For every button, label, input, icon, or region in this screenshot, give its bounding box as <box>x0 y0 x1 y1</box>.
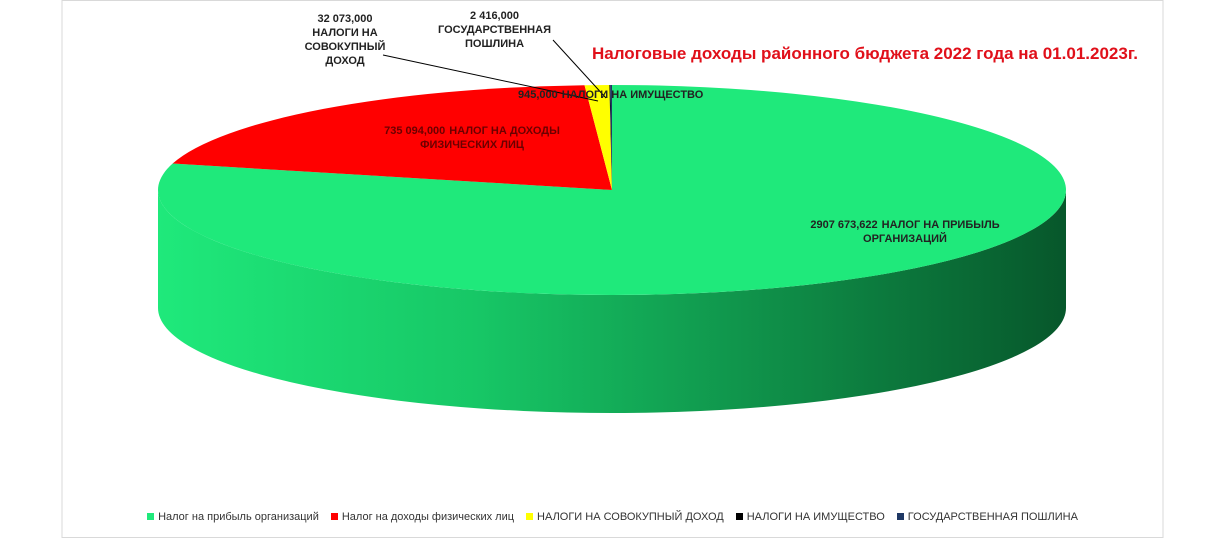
legend-swatch <box>330 513 338 520</box>
data-label-value: 945,000 <box>518 89 558 101</box>
legend-label: НАЛОГИ НА ИМУЩЕСТВО <box>746 511 885 523</box>
pie-slice-side <box>158 190 1066 413</box>
legend-swatch <box>526 513 534 520</box>
data-label-value: 32 073,000 <box>317 13 373 25</box>
data-label: 735 094,000 НАЛОГ НА ДОХОДЫ ФИЗИЧЕСКИХ ЛИ… <box>372 124 572 152</box>
data-label-name: НАЛОГ НА ДОХОДЫ ФИЗИЧЕСКИХ ЛИЦ <box>420 125 560 151</box>
chart-border <box>61 0 1164 538</box>
legend-label: НАЛОГИ НА СОВОКУПНЫЙ ДОХОД <box>537 511 724 523</box>
pie-slice <box>584 85 612 190</box>
data-label: 945,000 НАЛОГИ НА ИМУЩЕСТВО <box>518 88 718 102</box>
data-label-name: НАЛОГИ НА ИМУЩЕСТВО <box>561 89 704 101</box>
chart-title: Налоговые доходы районного бюджета 2022 … <box>592 44 1138 63</box>
legend-swatch <box>735 513 743 520</box>
pie-slice <box>609 85 612 190</box>
pie-slice <box>610 85 612 190</box>
leader-line <box>552 39 607 99</box>
legend-item: ГОСУДАРСТВЕННАЯ ПОШЛИНА <box>896 511 1078 523</box>
data-label-name: ГОСУДАРСТВЕННАЯ ПОШЛИНА <box>438 24 551 50</box>
legend-item: Налог на доходы физических лиц <box>330 511 515 523</box>
leader-line <box>382 54 599 102</box>
data-label-value: 735 094,000 <box>384 125 446 137</box>
legend: Налог на прибыль организаций Налог на дох… <box>0 511 1225 523</box>
legend-item: НАЛОГИ НА ИМУЩЕСТВО <box>735 511 885 523</box>
data-label-value: 2907 673,622 <box>810 219 878 231</box>
legend-swatch <box>896 513 904 520</box>
legend-item: Налог на прибыль организаций <box>147 511 319 523</box>
data-label: 2 416,000 ГОСУДАРСТВЕННАЯ ПОШЛИНА <box>432 9 557 51</box>
legend-swatch <box>147 513 155 520</box>
pie-slice <box>172 85 612 190</box>
legend-label: ГОСУДАРСТВЕННАЯ ПОШЛИНА <box>907 511 1078 523</box>
legend-label: Налог на прибыль организаций <box>158 511 319 523</box>
data-label-value: 2 416,000 <box>470 10 519 22</box>
data-label: 2907 673,622 НАЛОГ НА ПРИБЫЛЬ ОРГАНИЗАЦИЙ <box>790 218 1020 246</box>
data-label-name: НАЛОГИ НА СОВОКУПНЫЙ ДОХОД <box>304 27 386 67</box>
data-label: 32 073,000 НАЛОГИ НА СОВОКУПНЫЙ ДОХОД <box>290 12 400 68</box>
legend-label: Налог на доходы физических лиц <box>341 511 515 523</box>
legend-item: НАЛОГИ НА СОВОКУПНЫЙ ДОХОД <box>526 511 724 523</box>
data-label-name: НАЛОГ НА ПРИБЫЛЬ ОРГАНИЗАЦИЙ <box>863 219 1000 245</box>
